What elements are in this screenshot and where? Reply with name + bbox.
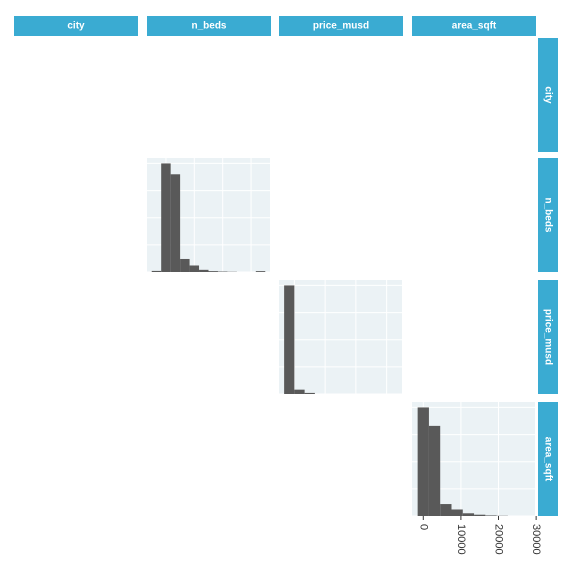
right-strip-label: n_beds [542, 197, 553, 232]
x-tick-label: 0 [417, 524, 429, 530]
histogram-bar [180, 259, 189, 272]
histogram-bar [190, 265, 199, 272]
panel-background [279, 280, 402, 394]
histogram-bar [284, 285, 294, 394]
histogram-bar [171, 174, 180, 272]
histogram-bar [485, 515, 496, 516]
histogram-bar [256, 271, 265, 272]
top-strip-label: n_beds [191, 21, 226, 32]
histogram-bar [451, 509, 462, 516]
histogram-bar [152, 271, 161, 272]
x-tick-label: 30000 [530, 524, 542, 555]
right-strip-label: city [542, 86, 553, 104]
x-tick-label: 10000 [455, 524, 467, 555]
top-strip-label: area_sqft [452, 21, 497, 32]
top-strip-label: price_musd [313, 21, 369, 32]
histogram-bar [161, 163, 170, 272]
right-strip-label: area_sqft [542, 437, 553, 482]
histogram-bar [199, 270, 208, 272]
histogram-bar [209, 271, 218, 272]
histogram-bar [418, 407, 429, 516]
histogram-bar [429, 426, 440, 516]
top-strip-label: city [67, 21, 85, 32]
histogram-bar [305, 393, 315, 394]
histogram-bar [294, 390, 304, 394]
right-strip-label: price_musd [542, 309, 553, 365]
histogram-bar [474, 515, 485, 516]
histogram-bar [440, 504, 451, 516]
x-tick-label: 20000 [493, 524, 505, 555]
histogram-bar [463, 513, 474, 516]
